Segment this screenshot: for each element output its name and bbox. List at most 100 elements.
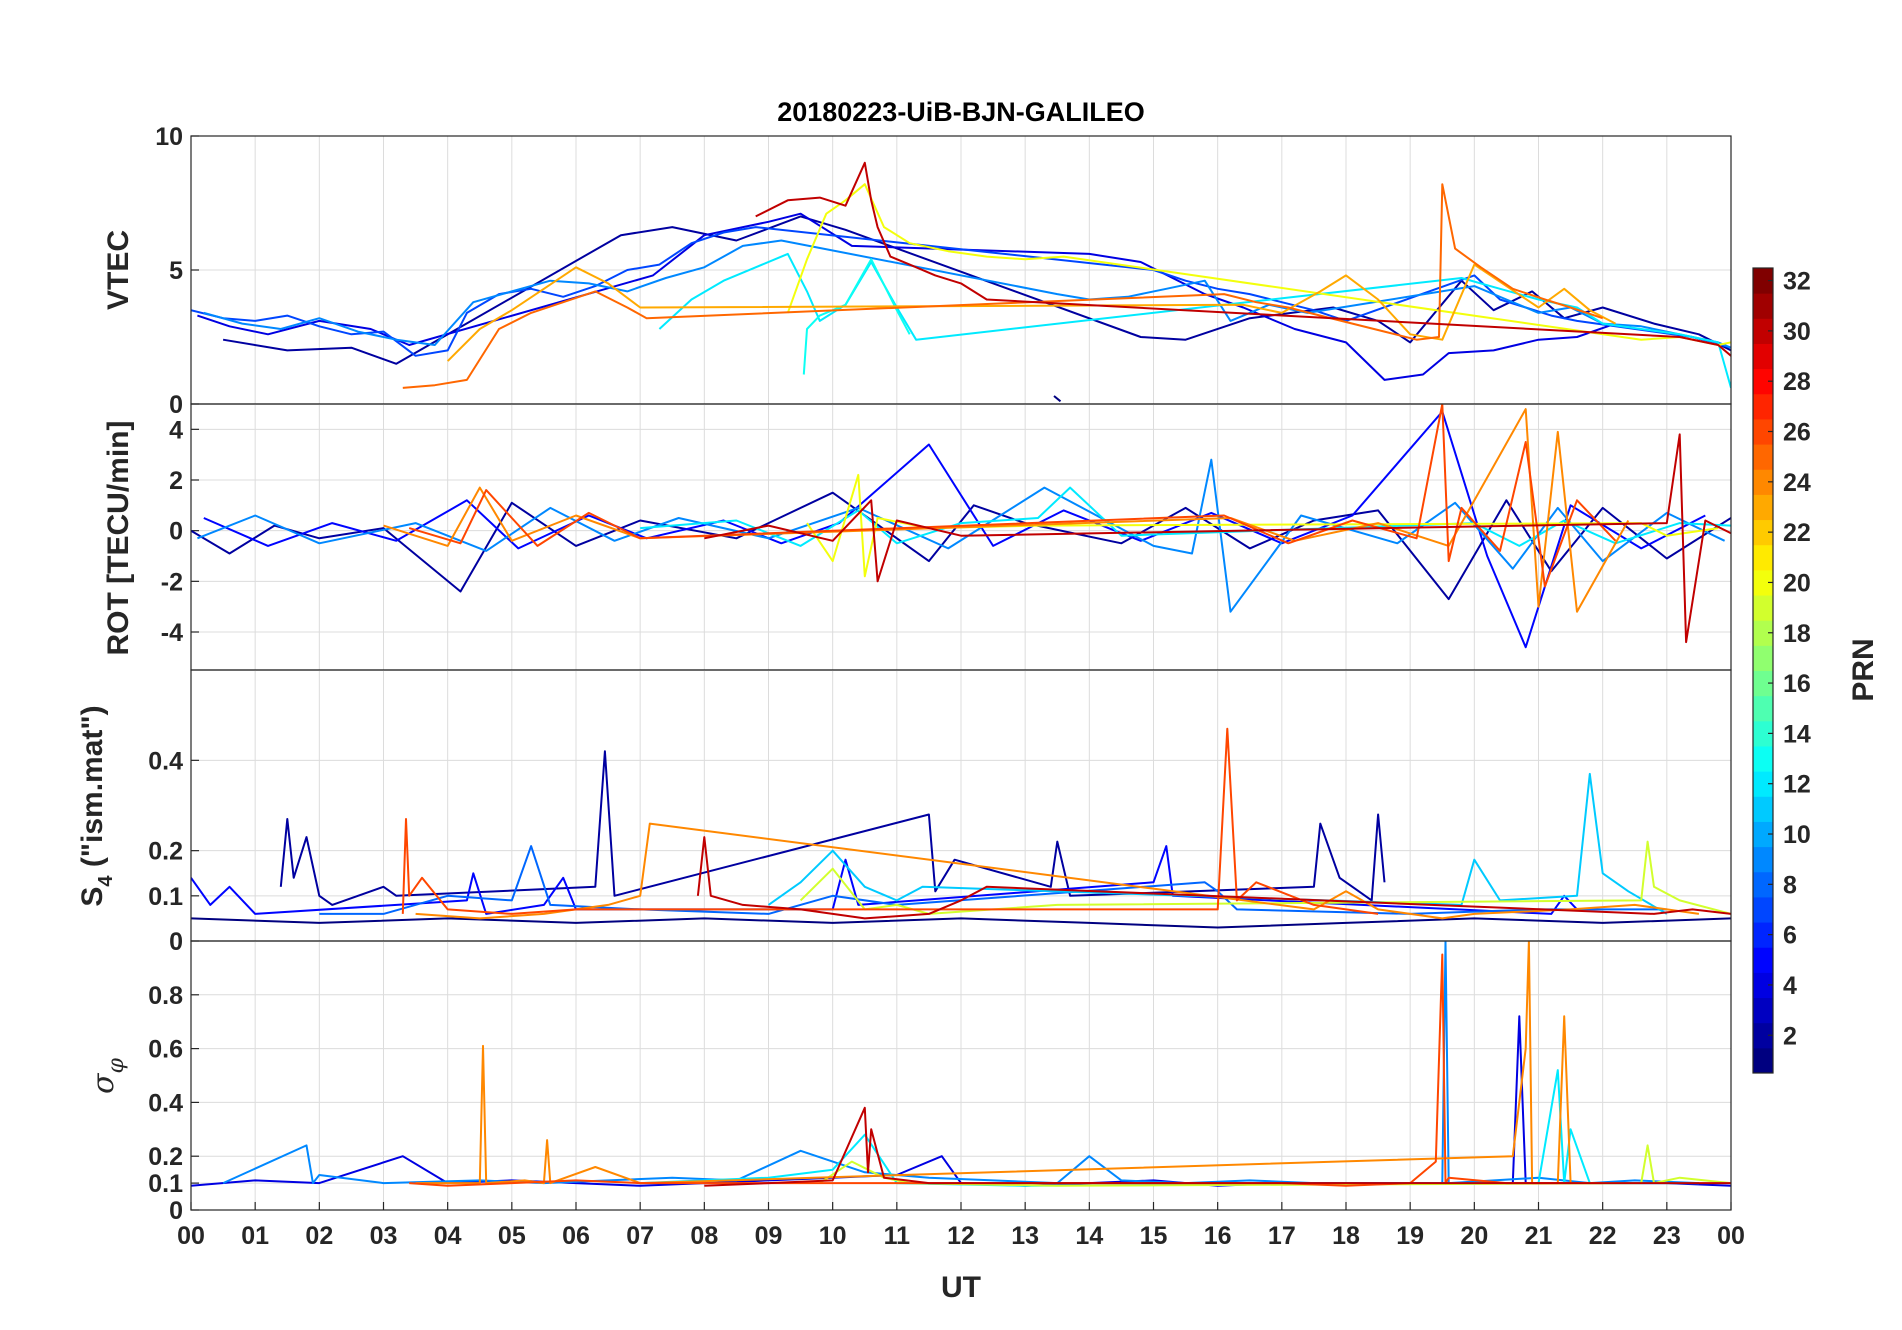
x-tick-label: 23	[1653, 1222, 1681, 1250]
colorbar-cell	[1753, 871, 1773, 898]
y-tick-label: 0.2	[148, 838, 183, 866]
x-tick-label: 00	[1717, 1222, 1745, 1250]
series-line-prn-9	[197, 458, 1726, 613]
y-tick-label: 0	[169, 1197, 183, 1225]
colorbar-cell	[1753, 922, 1773, 948]
y-tick-label: 2	[169, 467, 183, 495]
y-tick-label: 0.4	[148, 1089, 183, 1117]
colorbar-tick-label: 14	[1783, 720, 1811, 748]
colorbar-cell	[1753, 544, 1773, 571]
series-line-prn-2	[222, 215, 1731, 365]
panel-s4: 0 0.1 0.2 0.4 S4 ("ism.mat")	[76, 669, 1732, 956]
colorbar-cell	[1753, 393, 1773, 420]
figure-title: 20180223-UiB-BJN-GALILEO	[777, 97, 1145, 127]
x-tick-label: 20	[1460, 1222, 1488, 1250]
colorbar-cell	[1753, 469, 1773, 495]
colorbar-cell	[1753, 720, 1773, 747]
colorbar-cell	[1753, 293, 1773, 319]
colorbar-cell	[1753, 268, 1773, 294]
x-tick-label: 21	[1525, 1222, 1553, 1250]
y-tick-label: 0.8	[148, 982, 183, 1010]
series-line-prn-9	[222, 941, 1699, 1185]
colorbar-cell	[1753, 896, 1773, 923]
x-tick-label: 16	[1204, 1222, 1232, 1250]
x-tick-label: 19	[1396, 1222, 1424, 1250]
colorbar-frame	[1752, 267, 1774, 1074]
y-tick-label: 0.6	[148, 1036, 183, 1064]
colorbar-tick-label: 20	[1783, 569, 1811, 597]
series-line-prn-25	[402, 183, 1604, 389]
y-axis-label: σφ	[86, 1057, 129, 1093]
series-line-prn-26	[409, 953, 1571, 1187]
panel-vtec: 0 5 10 VTEC	[102, 123, 1732, 419]
y-tick-label: 10	[155, 123, 183, 151]
x-tick-label: 09	[755, 1222, 783, 1250]
series-line-prn-12	[640, 486, 1731, 547]
colorbar-cell	[1753, 771, 1773, 797]
series-group	[191, 727, 1731, 929]
series-line-prn-9	[203, 239, 1731, 349]
x-tick-label: 12	[947, 1222, 975, 1250]
y-tick-label: 0.4	[148, 747, 183, 775]
colorbar-cell	[1753, 343, 1773, 370]
series-line-prn-2	[279, 750, 1386, 906]
x-tick-label: 01	[241, 1222, 269, 1250]
colorbar-cell	[1753, 368, 1773, 395]
colorbar-cell	[1753, 846, 1773, 873]
series-group	[191, 404, 1731, 649]
x-tick-label: 06	[562, 1222, 590, 1250]
colorbar-cell	[1753, 695, 1773, 722]
colorbar-cell	[1753, 796, 1773, 822]
colorbar-cell	[1753, 972, 1773, 999]
colorbar-cell	[1753, 318, 1773, 344]
series-line-prn-30	[696, 836, 1731, 920]
x-tick-label: 18	[1332, 1222, 1360, 1250]
colorbar-tick-label: 4	[1783, 972, 1797, 1000]
colorbar-tick-label: 28	[1783, 368, 1811, 396]
x-tick-label: 15	[1140, 1222, 1168, 1250]
y-axis-label: ROT [TECU/min]	[102, 421, 135, 656]
colorbar-cell	[1753, 569, 1773, 596]
series-line-prn-4	[197, 212, 1616, 381]
colorbar-tick-label: 8	[1783, 871, 1797, 899]
y-tick-label: -2	[161, 568, 183, 596]
x-tick-label: 08	[690, 1222, 718, 1250]
x-tick-label: 07	[626, 1222, 654, 1250]
colorbar-tick-label: 16	[1783, 670, 1811, 698]
x-tick-label: 02	[305, 1222, 333, 1250]
series-line-prn-30	[755, 161, 1731, 357]
colorbar-tick-label: 32	[1783, 268, 1811, 296]
y-tick-label: 4	[169, 416, 183, 444]
series-group	[191, 941, 1731, 1187]
colorbar-cell	[1753, 645, 1773, 671]
y-tick-label: 0.1	[148, 883, 183, 911]
colorbar-cell	[1753, 670, 1773, 697]
y-tick-label: 0	[169, 518, 183, 546]
x-tick-label: 14	[1075, 1222, 1103, 1250]
x-tick-label: 11	[884, 1222, 911, 1250]
colorbar-cell	[1753, 620, 1773, 646]
colorbar-cell	[1753, 595, 1773, 621]
y-tick-label: 0.1	[148, 1170, 183, 1198]
y-axis-label: S4 ("ism.mat")	[76, 705, 117, 906]
y-tick-label: -4	[161, 619, 183, 647]
colorbar-cell	[1753, 947, 1773, 973]
y-tick-label: 0	[169, 391, 183, 419]
y-tick-label: 5	[169, 257, 183, 285]
series-line-prn-20	[786, 183, 1731, 346]
series-line-prn-2	[191, 491, 1731, 601]
series-line-prn-19	[799, 840, 1731, 915]
series-line-prn-26	[408, 404, 1617, 588]
y-tick-label: 0	[169, 928, 183, 956]
series-line-prn-11	[767, 772, 1668, 915]
colorbar-tick-label: 10	[1783, 821, 1811, 849]
series-line-prn-30	[704, 1106, 1731, 1187]
y-axis-label: VTEC	[102, 230, 135, 310]
colorbar-tick-label: 18	[1783, 620, 1811, 648]
colorbar-tick-label: 6	[1783, 922, 1797, 950]
colorbar-tick-label: 24	[1783, 469, 1811, 497]
colorbar-tick-label: 2	[1783, 1022, 1797, 1050]
y-tick-label: 0.2	[148, 1143, 183, 1171]
